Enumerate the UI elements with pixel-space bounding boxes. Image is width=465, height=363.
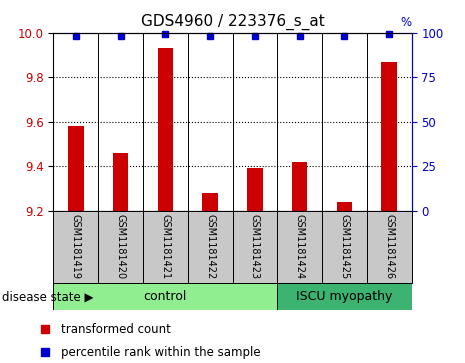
Title: GDS4960 / 223376_s_at: GDS4960 / 223376_s_at [140,14,325,30]
Text: GSM1181422: GSM1181422 [205,214,215,280]
Text: GSM1181420: GSM1181420 [116,214,126,280]
Text: ISCU myopathy: ISCU myopathy [296,290,392,303]
Text: GSM1181426: GSM1181426 [384,214,394,280]
Bar [277,211,322,283]
Bar [113,153,128,211]
Bar [53,211,98,283]
Text: GSM1181419: GSM1181419 [71,214,81,280]
Text: GSM1181425: GSM1181425 [339,214,349,280]
Bar [68,126,84,211]
Bar [53,283,277,310]
Bar [232,211,277,283]
Text: transformed count: transformed count [61,323,171,336]
Bar [143,211,188,283]
Text: GSM1181423: GSM1181423 [250,214,260,280]
Bar [381,62,397,211]
Text: disease state ▶: disease state ▶ [2,290,94,303]
Bar [247,168,263,211]
Bar [188,211,232,283]
Bar [158,48,173,211]
Text: control: control [144,290,187,303]
Bar [292,162,307,211]
Bar [322,211,367,283]
Bar [98,211,143,283]
Text: GSM1181421: GSM1181421 [160,214,170,280]
Text: %: % [400,16,412,29]
Text: percentile rank within the sample: percentile rank within the sample [61,346,260,359]
Bar [337,201,352,211]
Bar [367,211,412,283]
Bar [277,283,412,310]
Text: GSM1181424: GSM1181424 [295,214,305,280]
Bar [202,193,218,211]
